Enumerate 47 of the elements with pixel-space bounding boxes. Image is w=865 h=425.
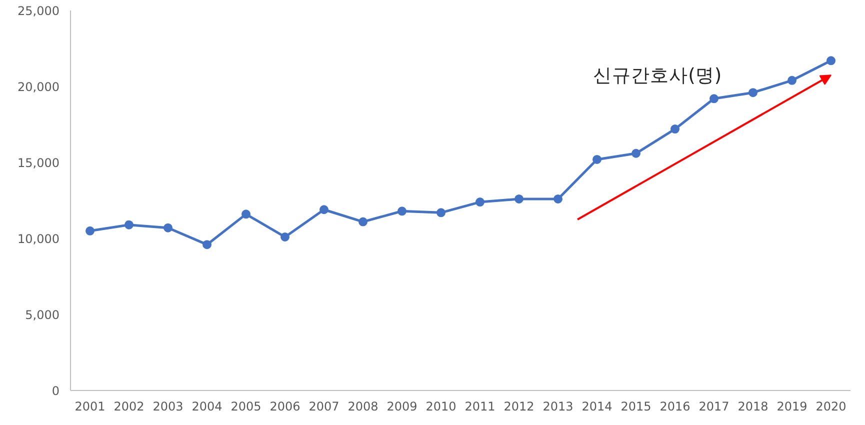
x-tick-label: 2012 [504, 400, 534, 414]
x-tick-label: 2007 [308, 400, 340, 414]
x-tick-label: 2010 [426, 400, 456, 414]
point [358, 217, 368, 226]
point [554, 194, 562, 204]
point [476, 198, 484, 207]
y-tick-label: 10,000 [18, 232, 60, 246]
point [788, 76, 796, 85]
annotation: 신규간호사(명) [593, 66, 722, 86]
x-tick-label: 2015 [620, 400, 652, 414]
y-tick-label: 15,000 [18, 156, 60, 170]
x-tick-label: 2016 [660, 400, 690, 414]
x-tick-label: 2014 [582, 400, 612, 414]
point [514, 194, 524, 204]
point [398, 206, 406, 216]
x-tick-label: 2006 [270, 400, 300, 414]
x-tick-label: 2008 [348, 400, 378, 414]
y-tick-label: 0 [52, 384, 60, 398]
x-tick-label: 2011 [464, 400, 496, 414]
point [242, 210, 250, 219]
y-tick-label: 20,000 [18, 80, 60, 94]
point [124, 220, 134, 230]
point [632, 148, 640, 158]
point [320, 205, 328, 214]
point [164, 223, 172, 232]
point [826, 56, 836, 66]
point [710, 94, 718, 104]
x-tick-label: 2018 [738, 400, 768, 414]
point [86, 226, 94, 236]
point [280, 232, 290, 242]
x-tick-label: 2001 [74, 400, 106, 414]
x-tick-label: 2013 [542, 400, 574, 414]
x-tick-label: 2020 [816, 400, 846, 414]
point [436, 208, 446, 218]
x-tick-label: 2003 [152, 400, 184, 414]
x-tick-label: 2002 [114, 400, 144, 414]
x-tick-label: 2009 [386, 400, 418, 414]
x-tick-label: 2004 [192, 400, 222, 414]
x-tick-label: 2019 [776, 400, 808, 414]
point [592, 154, 602, 164]
x-tick-label: 2005 [230, 400, 262, 414]
point [670, 124, 680, 134]
y-tick-label: 5,000 [25, 308, 60, 322]
point [748, 88, 758, 98]
point [202, 240, 212, 250]
x-tick-label: 2017 [698, 400, 730, 414]
y-tick-label: 25,000 [18, 4, 60, 18]
